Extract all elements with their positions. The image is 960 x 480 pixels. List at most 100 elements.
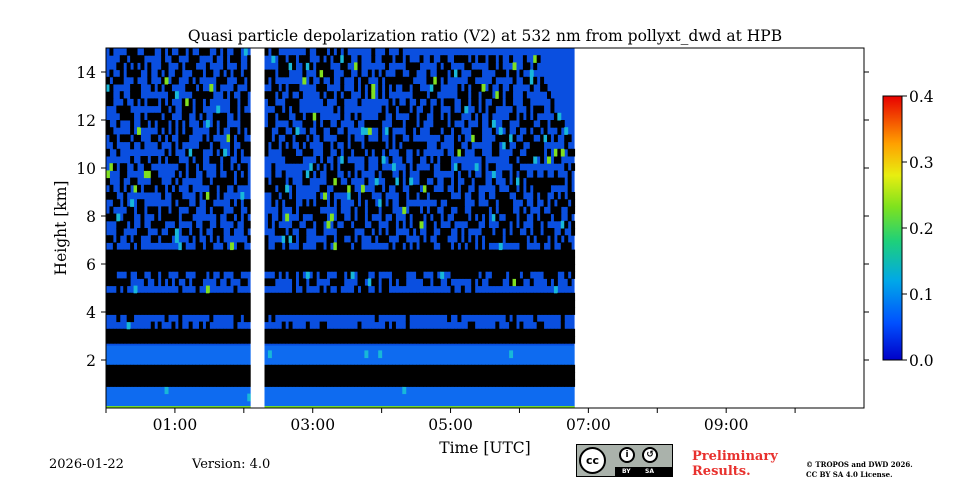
heatmap-cell: [533, 184, 538, 193]
heatmap-cell: [285, 292, 290, 301]
heatmap-cell: [112, 336, 117, 344]
heatmap-cell: [429, 170, 434, 179]
heatmap-cell: [333, 170, 338, 179]
heatmap-cell: [433, 300, 438, 308]
heatmap-cell: [285, 249, 290, 258]
heatmap-cell: [329, 300, 334, 308]
heatmap-cell: [512, 235, 517, 243]
heatmap-cell: [126, 328, 131, 337]
heatmap-cell: [553, 372, 558, 380]
heatmap-cell: [188, 264, 193, 272]
heatmap-cell: [350, 112, 355, 121]
heatmap-cell: [416, 364, 421, 373]
heatmap-cell: [230, 170, 234, 179]
heatmap-cell: [267, 112, 272, 121]
heatmap-cell: [481, 256, 486, 265]
heatmap-cell: [474, 328, 479, 337]
heatmap-cell: [374, 177, 379, 186]
heatmap-cell: [288, 235, 293, 243]
heatmap-cell: [316, 48, 321, 56]
heatmap-cell: [329, 292, 334, 301]
heatmap-cell: [381, 372, 386, 380]
heatmap-cell: [550, 271, 555, 279]
heatmap-cell: [109, 271, 114, 279]
heatmap-cell: [491, 105, 496, 114]
heatmap-cell: [553, 112, 558, 121]
heatmap-cell: [236, 300, 241, 308]
heatmap-cell: [426, 379, 431, 387]
heatmap-cell: [502, 379, 507, 387]
heatmap-cell: [147, 379, 152, 387]
heatmap-cell: [436, 249, 441, 258]
heatmap-cell: [350, 235, 355, 243]
heatmap-cell: [371, 220, 376, 229]
heatmap-cell: [436, 84, 441, 92]
heatmap-cell: [402, 156, 407, 164]
heatmap-cell: [326, 242, 331, 251]
heatmap-cell: [240, 163, 245, 171]
heatmap-cell: [540, 372, 545, 380]
heatmap-cell: [378, 379, 383, 387]
heatmap-cell: [557, 127, 562, 135]
heatmap-cell: [150, 235, 155, 243]
heatmap-cell: [495, 336, 500, 344]
heatmap-cell: [485, 235, 489, 243]
heatmap-cell: [233, 220, 238, 229]
heatmap-cell: [371, 91, 376, 99]
heatmap-cell: [336, 271, 341, 279]
heatmap-cell: [154, 220, 159, 229]
heatmap-cell: [209, 242, 214, 251]
heatmap-cell: [205, 69, 210, 78]
heatmap-cell: [533, 249, 538, 258]
heatmap-cell: [205, 220, 210, 229]
heatmap-cell: [488, 163, 493, 171]
heatmap-cell: [467, 307, 472, 315]
heatmap-cell: [247, 300, 252, 308]
heatmap-cell: [226, 177, 231, 186]
heatmap-cell: [130, 84, 135, 92]
heatmap-cell: [326, 55, 331, 63]
heatmap-cell: [219, 192, 224, 200]
heatmap-cell: [457, 256, 462, 265]
heatmap-cell: [309, 379, 314, 387]
heatmap-cell: [143, 372, 148, 380]
heatmap-cell: [412, 249, 417, 258]
heatmap-cell: [522, 292, 527, 301]
heatmap-cell: [519, 249, 524, 258]
heatmap-cell: [205, 199, 210, 207]
heatmap-cell: [236, 206, 241, 215]
heatmap-cell: [271, 292, 276, 301]
heatmap-cell: [326, 91, 331, 99]
heatmap-cell: [564, 336, 569, 344]
heatmap-cell: [426, 105, 431, 114]
heatmap-cell: [522, 55, 527, 63]
heatmap-cell: [188, 184, 193, 193]
heatmap-cell: [388, 307, 393, 315]
heatmap-cell: [154, 271, 159, 279]
heatmap-cell: [329, 177, 334, 186]
heatmap-cell: [133, 264, 138, 272]
heatmap-cell: [426, 228, 431, 236]
heatmap-cell: [460, 292, 465, 301]
heatmap-cell: [391, 76, 396, 85]
heatmap-cell: [505, 98, 510, 107]
heatmap-cell: [140, 379, 145, 387]
heatmap-cell: [188, 379, 193, 387]
heatmap-cell: [457, 84, 462, 92]
heatmap-cell: [274, 220, 279, 229]
heatmap-cell: [564, 328, 569, 337]
heatmap-cell: [464, 105, 469, 114]
heatmap-cell: [164, 271, 169, 279]
heatmap-cell: [360, 148, 365, 157]
heatmap-cell: [464, 98, 469, 107]
heatmap-cell: [240, 242, 245, 251]
heatmap-cell: [398, 379, 403, 387]
heatmap-cell: [443, 177, 448, 186]
heatmap-cell: [540, 264, 545, 272]
heatmap-cell: [292, 156, 296, 164]
heatmap-cell: [378, 300, 383, 308]
heatmap-cell: [571, 372, 576, 380]
heatmap-cell: [161, 328, 166, 337]
heatmap-cell: [302, 120, 307, 128]
heatmap-cell: [529, 264, 534, 272]
